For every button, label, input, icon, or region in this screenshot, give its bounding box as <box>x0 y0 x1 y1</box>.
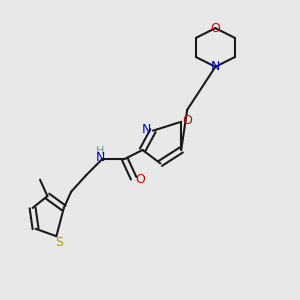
Text: N: N <box>95 151 105 164</box>
Text: O: O <box>135 173 145 186</box>
Text: N: N <box>142 123 151 136</box>
Text: H: H <box>96 146 104 157</box>
Text: O: O <box>182 114 192 127</box>
Text: S: S <box>55 236 63 249</box>
Text: O: O <box>211 22 220 34</box>
Text: N: N <box>211 60 220 73</box>
